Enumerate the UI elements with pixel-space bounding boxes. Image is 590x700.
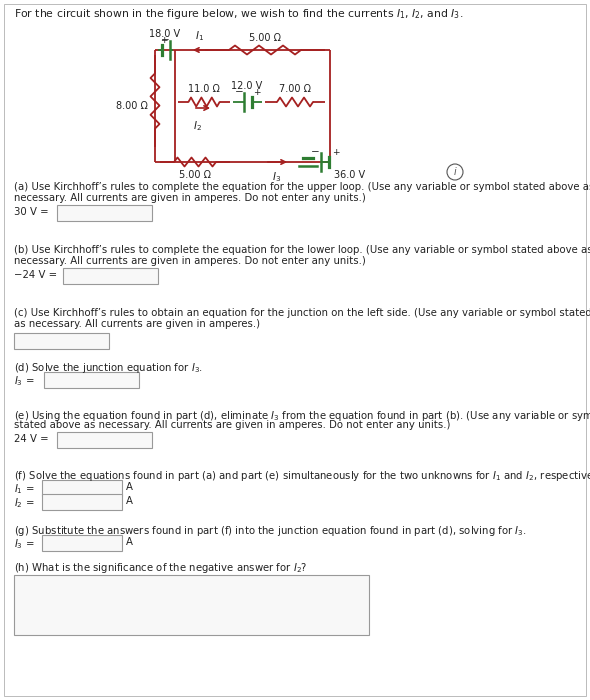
Text: 24 V =: 24 V = <box>14 434 48 444</box>
Text: A: A <box>126 496 133 506</box>
Bar <box>14 333 109 349</box>
Text: (h) What is the significance of the negative answer for $I_2$?: (h) What is the significance of the nega… <box>14 561 307 575</box>
Text: A: A <box>126 537 133 547</box>
Bar <box>57 432 152 448</box>
Bar <box>57 205 152 221</box>
Text: −: − <box>235 87 244 97</box>
Text: +: + <box>332 148 339 157</box>
Text: (b) Use Kirchhoff’s rules to complete the equation for the lower loop. (Use any : (b) Use Kirchhoff’s rules to complete th… <box>14 245 590 255</box>
Text: 7.00 Ω: 7.00 Ω <box>279 84 311 94</box>
Text: necessary. All currents are given in amperes. Do not enter any units.): necessary. All currents are given in amp… <box>14 193 366 203</box>
Text: $I_1$: $I_1$ <box>195 29 205 43</box>
Bar <box>42 535 122 551</box>
Text: (e) Using the equation found in part (d), eliminate $I_3$ from the equation foun: (e) Using the equation found in part (d)… <box>14 409 590 423</box>
Text: A: A <box>126 482 133 492</box>
Text: $I_1$ =: $I_1$ = <box>14 482 34 496</box>
Bar <box>42 494 122 510</box>
Bar <box>42 480 122 496</box>
Text: 36.0 V: 36.0 V <box>335 170 366 180</box>
Text: $I_2$ =: $I_2$ = <box>14 496 34 510</box>
Text: 11.0 Ω: 11.0 Ω <box>188 84 220 94</box>
Text: −: − <box>312 147 320 157</box>
Text: i: i <box>454 167 457 177</box>
Text: as necessary. All currents are given in amperes.): as necessary. All currents are given in … <box>14 319 260 329</box>
Text: (d) Solve the junction equation for $I_3$.: (d) Solve the junction equation for $I_3… <box>14 361 203 375</box>
Text: 12.0 V: 12.0 V <box>231 81 263 91</box>
Text: −24 V =: −24 V = <box>14 270 57 280</box>
Bar <box>44 372 139 388</box>
Text: 5.00 Ω: 5.00 Ω <box>179 170 211 180</box>
Text: 18.0 V: 18.0 V <box>149 29 181 39</box>
Text: $I_3$: $I_3$ <box>273 170 281 184</box>
Text: (g) Substitute the answers found in part (f) into the junction equation found in: (g) Substitute the answers found in part… <box>14 524 527 538</box>
Text: $I_2$: $I_2$ <box>192 119 201 133</box>
Text: 8.00 Ω: 8.00 Ω <box>116 101 148 111</box>
Text: For the circuit shown in the figure below, we wish to find the currents $I_1$, $: For the circuit shown in the figure belo… <box>14 7 463 21</box>
Text: $I_3$ =: $I_3$ = <box>14 537 34 551</box>
Text: stated above as necessary. All currents are given in amperes. Do not enter any u: stated above as necessary. All currents … <box>14 420 451 430</box>
Text: $I_3$ =: $I_3$ = <box>14 374 34 388</box>
Text: +: + <box>160 36 168 45</box>
Text: (c) Use Kirchhoff’s rules to obtain an equation for the junction on the left sid: (c) Use Kirchhoff’s rules to obtain an e… <box>14 308 590 318</box>
Text: 30 V =: 30 V = <box>14 207 48 217</box>
Text: (f) Solve the equations found in part (a) and part (e) simultaneously for the tw: (f) Solve the equations found in part (a… <box>14 469 590 483</box>
Bar <box>63 268 158 284</box>
Text: (a) Use Kirchhoff’s rules to complete the equation for the upper loop. (Use any : (a) Use Kirchhoff’s rules to complete th… <box>14 182 590 192</box>
Text: 5.00 Ω: 5.00 Ω <box>249 33 281 43</box>
Bar <box>14 575 369 635</box>
Text: +: + <box>254 88 261 97</box>
Text: −: − <box>161 35 170 45</box>
Text: necessary. All currents are given in amperes. Do not enter any units.): necessary. All currents are given in amp… <box>14 256 366 266</box>
